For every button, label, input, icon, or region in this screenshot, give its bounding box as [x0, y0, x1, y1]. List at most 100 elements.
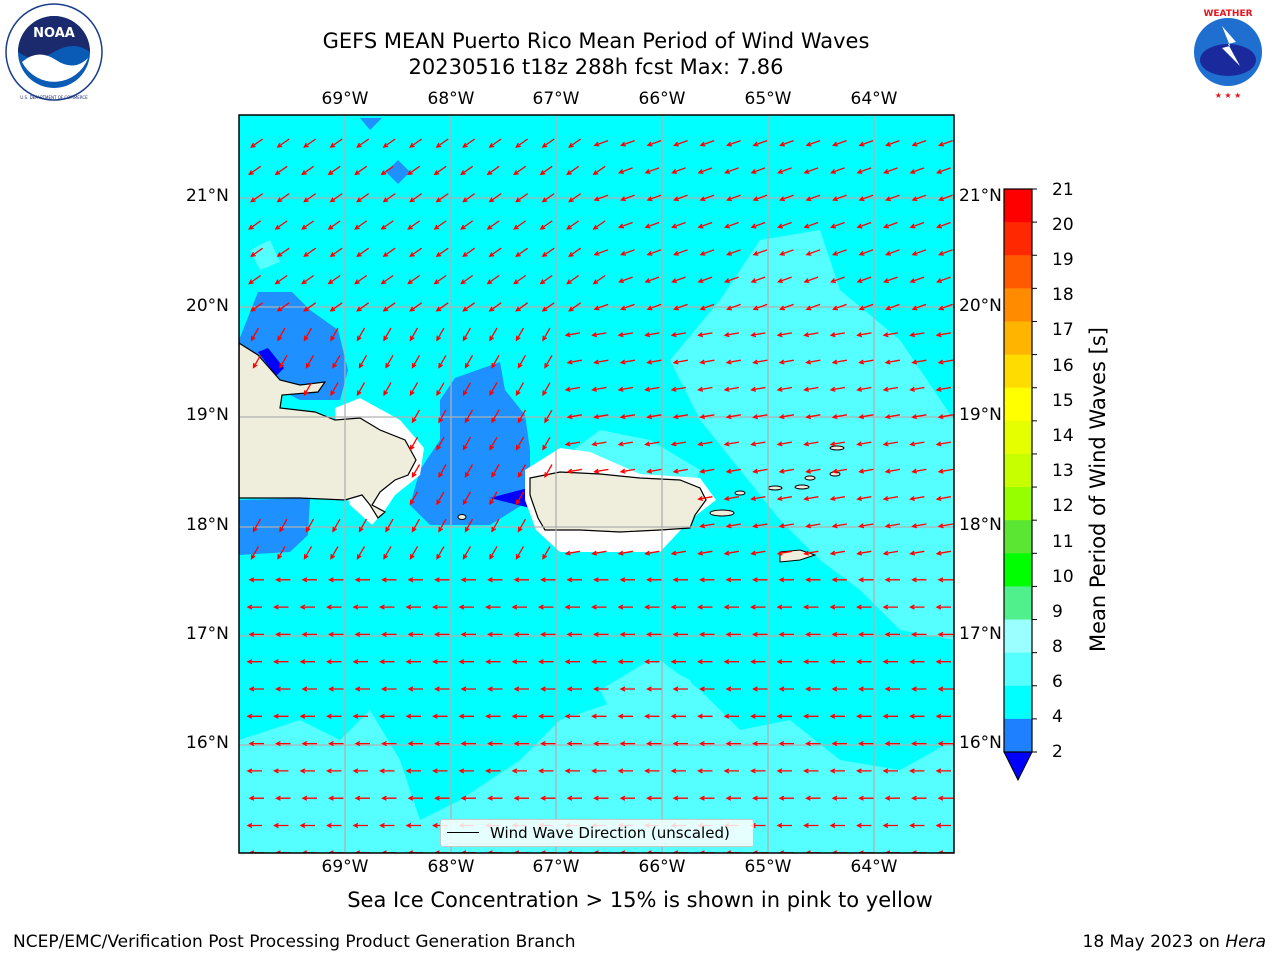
- wave-direction-arrow: [856, 495, 872, 502]
- wave-direction-arrow: [593, 303, 609, 311]
- wave-direction-arrow: [486, 165, 500, 176]
- wave-direction-arrow: [436, 491, 445, 506]
- wave-direction-arrow: [356, 546, 366, 560]
- wave-direction-arrow: [620, 303, 635, 311]
- wave-direction-arrow: [671, 167, 686, 174]
- wave-direction-arrow: [328, 631, 344, 637]
- wave-direction-arrow: [882, 495, 899, 502]
- colorbar-extend-triangle: [1003, 751, 1033, 782]
- wave-direction-arrow: [592, 165, 606, 176]
- wave-direction-arrow: [646, 139, 662, 147]
- wave-direction-arrow: [568, 193, 582, 203]
- wave-direction-arrow: [405, 604, 421, 610]
- wave-direction-arrow: [250, 546, 260, 560]
- wave-direction-arrow: [882, 332, 899, 338]
- wave-direction-arrow: [776, 495, 793, 502]
- wave-direction-arrow: [752, 468, 768, 474]
- wave-direction-arrow: [831, 686, 847, 692]
- svg-text:WEATHER: WEATHER: [1203, 9, 1252, 19]
- wave-direction-arrow: [752, 878, 766, 882]
- wave-direction-arrow: [432, 604, 448, 610]
- wave-direction-arrow: [803, 332, 819, 338]
- map-frame: [238, 114, 955, 854]
- wave-direction-arrow: [542, 546, 551, 560]
- colorbar-tick: 16: [1052, 356, 1074, 376]
- wave-direction-arrow: [911, 523, 927, 529]
- wave-direction-arrow: [381, 631, 397, 637]
- lon-label-bottom: 68°W: [427, 857, 475, 877]
- wave-direction-arrow: [858, 468, 874, 474]
- lat-label-left: 18°N: [186, 515, 229, 535]
- wave-direction-arrow: [750, 768, 766, 774]
- wave-direction-arrow: [884, 686, 900, 692]
- wave-direction-arrow: [829, 659, 845, 665]
- wave-direction-arrow: [858, 577, 874, 583]
- wave-direction-arrow: [275, 686, 291, 692]
- wave-direction-arrow: [618, 167, 633, 174]
- wave-direction-arrow: [883, 167, 898, 174]
- wave-direction-arrow: [778, 878, 792, 882]
- lon-label-top: 68°W: [427, 89, 475, 109]
- lon-label-bottom: 67°W: [532, 857, 580, 877]
- wave-direction-arrow: [273, 822, 289, 829]
- wave-direction-arrow: [354, 795, 370, 801]
- wave-direction-arrow: [752, 194, 768, 202]
- wave-direction-arrow: [592, 220, 606, 230]
- wave-direction-arrow: [464, 354, 474, 369]
- wave-direction-arrow: [593, 194, 609, 202]
- colorbar-frame: [1003, 188, 1033, 753]
- wave-direction-arrow: [488, 247, 502, 258]
- wave-direction-arrow: [305, 354, 315, 369]
- wave-direction-arrow: [672, 577, 688, 583]
- lat-label-left: 17°N: [186, 624, 229, 644]
- wave-direction-arrow: [805, 468, 821, 474]
- wave-direction-arrow: [248, 220, 262, 230]
- colorbar-segment: [1004, 420, 1032, 455]
- wave-direction-arrow: [699, 468, 715, 474]
- wave-direction-arrow: [935, 550, 952, 556]
- wave-direction-arrow: [301, 274, 315, 285]
- wave-direction-arrow: [356, 138, 370, 148]
- wave-direction-arrow: [776, 659, 792, 665]
- wave-direction-arrow: [276, 247, 290, 258]
- wave-direction-arrow: [488, 302, 502, 312]
- wave-direction-arrow: [803, 822, 819, 829]
- svg-text:★ ★ ★: ★ ★ ★: [1215, 91, 1242, 100]
- colorbar-segment: [1004, 553, 1032, 587]
- wave-direction-arrow: [884, 631, 900, 637]
- wave-direction-arrow: [885, 139, 900, 147]
- wave-direction-arrow: [725, 468, 742, 474]
- wave-direction-arrow: [911, 631, 927, 637]
- wave-direction-arrow: [670, 441, 687, 447]
- wave-direction-arrow: [699, 359, 715, 365]
- wave-direction-arrow: [672, 795, 688, 801]
- wave-direction-arrow: [938, 139, 953, 147]
- wave-direction-arrow: [434, 741, 450, 747]
- wave-direction-arrow: [856, 167, 872, 174]
- wave-direction-arrow: [805, 878, 819, 882]
- wave-direction-arrow: [354, 878, 368, 882]
- wave-direction-arrow: [909, 550, 925, 556]
- wave-direction-arrow: [591, 659, 607, 665]
- wave-direction-arrow: [858, 139, 874, 147]
- wave-direction-arrow: [911, 303, 927, 311]
- wave-direction-arrow: [515, 327, 525, 342]
- wave-direction-arrow: [937, 631, 953, 637]
- wave-direction-arrow: [354, 631, 370, 637]
- wave-direction-arrow: [436, 382, 445, 397]
- wave-direction-arrow: [885, 249, 900, 256]
- wave-direction-arrow: [591, 386, 607, 392]
- wave-direction-arrow: [379, 713, 395, 719]
- wave-period-contour-low: [410, 362, 530, 525]
- wave-direction-arrow: [485, 604, 501, 610]
- colorbar: [1003, 188, 1037, 782]
- small-island-land: [457, 514, 467, 520]
- wave-direction-arrow: [432, 768, 448, 774]
- wave-direction-arrow: [909, 822, 925, 829]
- wave-direction-arrow: [435, 247, 449, 258]
- wave-direction-arrow: [830, 167, 845, 174]
- wave-direction-arrow: [434, 577, 450, 583]
- wave-direction-arrow: [248, 686, 264, 692]
- wave-direction-arrow: [566, 686, 582, 692]
- wave-direction-arrow: [564, 768, 580, 774]
